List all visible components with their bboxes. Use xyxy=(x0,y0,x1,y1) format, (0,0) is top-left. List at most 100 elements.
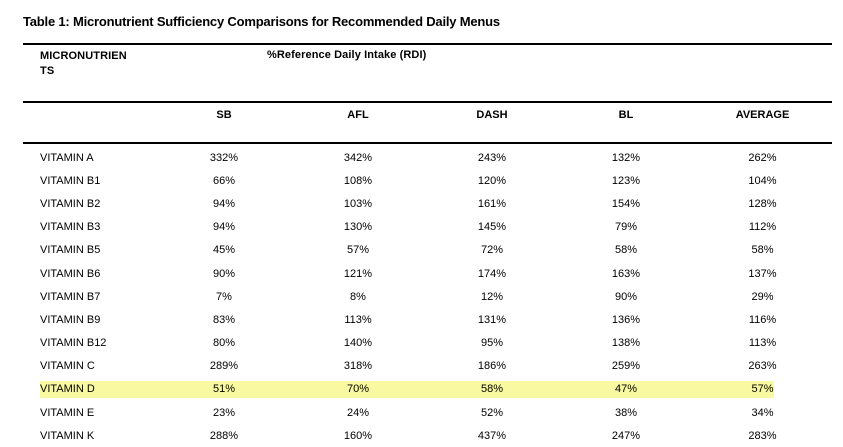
cell-afl: 121% xyxy=(343,267,373,280)
table-row: VITAMIN B9 83% 113% 131% 136% 116% xyxy=(40,308,832,331)
cell-dash: 243% xyxy=(477,151,507,164)
cell-sb: 23% xyxy=(212,406,236,419)
row-label: VITAMIN B2 xyxy=(40,197,101,210)
table-row: VITAMIN C 289% 318% 186% 259% 263% xyxy=(40,355,832,378)
micronutrients-header-line1: MICRONUTRIEN xyxy=(40,50,127,62)
row-label: VITAMIN B1 xyxy=(40,174,101,187)
cell-afl: 108% xyxy=(343,174,373,187)
cell-sb: 83% xyxy=(212,313,236,326)
cell-bl: 247% xyxy=(611,429,641,442)
rdi-group-header: %Reference Daily Intake (RDI) xyxy=(267,49,427,61)
cell-dash: 174% xyxy=(477,267,507,280)
cell-average: 137% xyxy=(748,267,777,280)
row-label: VITAMIN K xyxy=(40,429,95,442)
column-header-sb: SB xyxy=(216,109,232,121)
cell-dash: 58% xyxy=(480,383,504,396)
row-label: VITAMIN B12 xyxy=(40,337,107,350)
table-row: VITAMIN K 288% 160% 437% 247% 283% xyxy=(40,424,832,447)
table-row: VITAMIN B3 94% 130% 145% 79% 112% xyxy=(40,216,832,239)
cell-dash: 72% xyxy=(480,244,504,257)
column-header-bl: BL xyxy=(618,109,634,121)
cell-bl: 163% xyxy=(611,267,641,280)
cell-sb: 80% xyxy=(212,337,236,350)
cell-afl: 103% xyxy=(343,197,373,210)
cell-afl: 24% xyxy=(346,406,370,419)
cell-sb: 90% xyxy=(212,267,236,280)
cell-afl: 8% xyxy=(350,290,366,303)
table-row: VITAMIN B7 7% 8% 12% 90% 29% xyxy=(40,285,832,308)
cell-average: 29% xyxy=(751,290,774,303)
cell-bl: 138% xyxy=(611,337,641,350)
cell-dash: 437% xyxy=(477,429,507,442)
cell-average: 104% xyxy=(748,174,777,187)
cell-dash: 145% xyxy=(477,221,507,234)
cell-average: 263% xyxy=(748,360,777,373)
row-label: VITAMIN B9 xyxy=(40,313,101,326)
cell-afl: 113% xyxy=(344,313,372,326)
cell-afl: 130% xyxy=(343,221,373,234)
cell-average: 112% xyxy=(748,221,777,234)
cell-bl: 132% xyxy=(611,151,641,164)
cell-sb: 332% xyxy=(209,151,239,164)
cell-sb: 94% xyxy=(212,197,236,210)
cell-bl: 154% xyxy=(611,197,641,210)
row-label: VITAMIN E xyxy=(40,406,95,419)
cell-dash: 120% xyxy=(477,174,507,187)
divider-top xyxy=(23,43,832,45)
cell-sb: 66% xyxy=(212,174,236,187)
row-label: VITAMIN B7 xyxy=(40,290,101,303)
cell-dash: 95% xyxy=(480,337,504,350)
cell-bl: 47% xyxy=(614,383,638,396)
cell-average: 262% xyxy=(748,151,777,164)
cell-dash: 52% xyxy=(480,406,504,419)
cell-average: 113% xyxy=(748,337,777,350)
cell-sb: 94% xyxy=(212,221,236,234)
cell-average: 116% xyxy=(748,313,777,326)
cell-sb: 7% xyxy=(216,290,232,303)
table-body: VITAMIN A 332% 342% 243% 132% 262% VITAM… xyxy=(40,146,832,447)
cell-afl: 57% xyxy=(346,244,370,257)
cell-average: 58% xyxy=(751,244,774,257)
cell-dash: 186% xyxy=(477,360,507,373)
column-header-average: AVERAGE xyxy=(735,109,790,121)
table-row: VITAMIN B12 80% 140% 95% 138% 113% xyxy=(40,332,832,355)
column-header-row: SB AFL DASH BL AVERAGE xyxy=(40,104,832,126)
micronutrients-header-line2: TS xyxy=(40,65,55,77)
column-header-afl: AFL xyxy=(347,109,369,121)
divider-under-group-header xyxy=(23,101,832,103)
cell-afl: 342% xyxy=(343,151,373,164)
cell-dash: 12% xyxy=(480,290,504,303)
cell-bl: 38% xyxy=(614,406,638,419)
table-row: VITAMIN B6 90% 121% 174% 163% 137% xyxy=(40,262,832,285)
table-row: VITAMIN A 332% 342% 243% 132% 262% xyxy=(40,146,832,169)
row-label: VITAMIN B3 xyxy=(40,221,101,234)
cell-dash: 161% xyxy=(477,197,507,210)
cell-sb: 45% xyxy=(212,244,236,257)
cell-average: 283% xyxy=(748,429,777,442)
column-header-dash: DASH xyxy=(476,109,508,121)
cell-average: 57% xyxy=(751,383,774,396)
cell-bl: 123% xyxy=(611,174,641,187)
table-row: VITAMIN E 23% 24% 52% 38% 34% xyxy=(40,401,832,424)
table-row: VITAMIN B5 45% 57% 72% 58% 58% xyxy=(40,239,832,262)
table-row: VITAMIN B1 66% 108% 120% 123% 104% xyxy=(40,169,832,192)
row-label: VITAMIN C xyxy=(40,360,95,373)
row-label: VITAMIN B5 xyxy=(40,244,101,257)
cell-bl: 58% xyxy=(614,244,638,257)
table-row: VITAMIN D 51% 70% 58% 47% 57% xyxy=(40,377,832,402)
row-label: VITAMIN A xyxy=(40,151,94,164)
divider-under-column-headers xyxy=(23,142,832,144)
cell-sb: 51% xyxy=(212,383,236,396)
row-label: VITAMIN D xyxy=(40,383,95,396)
table-row: VITAMIN B2 94% 103% 161% 154% 128% xyxy=(40,192,832,215)
cell-afl: 140% xyxy=(343,337,373,350)
cell-dash: 131% xyxy=(477,313,507,326)
micronutrients-column-header: MICRONUTRIEN TS xyxy=(40,49,200,79)
cell-average: 34% xyxy=(751,406,774,419)
row-label: VITAMIN B6 xyxy=(40,267,101,280)
table-caption: Table 1: Micronutrient Sufficiency Compa… xyxy=(23,14,500,29)
cell-sb: 288% xyxy=(209,429,239,442)
cell-afl: 318% xyxy=(343,360,373,373)
cell-bl: 90% xyxy=(614,290,638,303)
